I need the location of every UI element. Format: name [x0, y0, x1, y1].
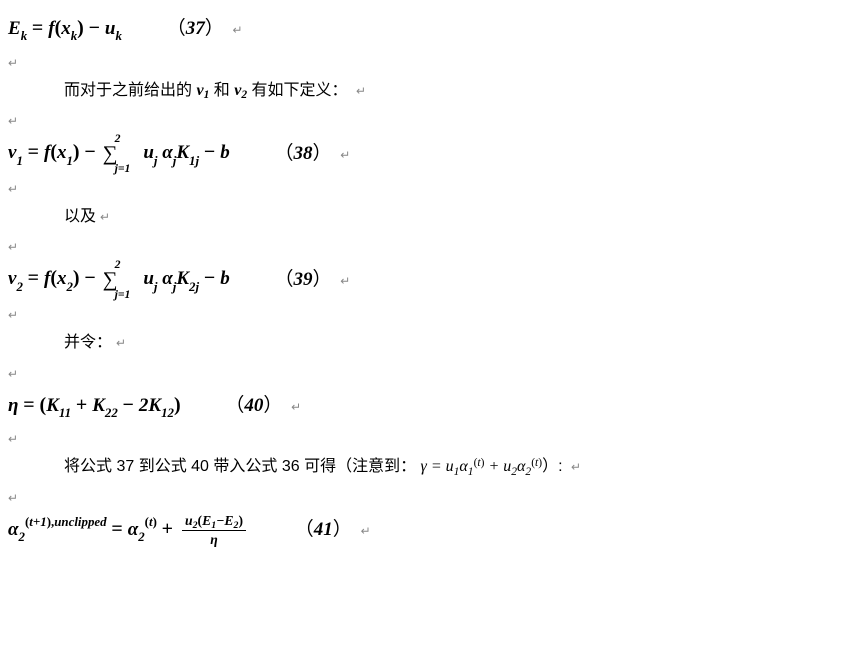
eq41-lhssup: (t+1),unclipped: [25, 514, 107, 529]
return-mark: ↵: [232, 23, 242, 37]
eq41-num: 41: [314, 519, 333, 540]
eq40-lhs: η: [8, 395, 18, 416]
eq40-k11sub: 11: [59, 405, 71, 420]
eq37-num: 37: [186, 18, 205, 39]
eq40-k12sub: 12: [161, 405, 174, 420]
blank-line: [8, 430, 836, 446]
eq39-num: 39: [293, 269, 312, 290]
eq39-u: u: [143, 269, 154, 290]
eq41-rhssub: 2: [138, 529, 144, 544]
eq37-numopen: （: [167, 18, 186, 39]
return-mark: ↵: [100, 210, 110, 224]
text1-v1: v: [196, 82, 203, 99]
eq37-usub: k: [116, 28, 122, 43]
return-mark: ↵: [291, 400, 301, 414]
text1-body: 而对于之前给出的: [64, 82, 196, 99]
eq39-sum: ∑ 2 j=1: [103, 260, 118, 300]
eq37-lhs-sub: k: [21, 28, 27, 43]
eq41-lhs: α: [8, 519, 19, 540]
eq40-k11: K: [46, 395, 59, 416]
eq40-two: 2: [139, 395, 149, 416]
eq39-usub: j: [154, 279, 158, 294]
eq37-numclose: ）: [205, 18, 224, 39]
eq39-K: K: [176, 269, 189, 290]
blank-line: [8, 489, 836, 505]
eq38-num: 38: [293, 143, 312, 164]
eq39-lhssub: 2: [16, 279, 22, 294]
text-line-3: 并令： ↵: [8, 328, 836, 358]
eq38-sumbot: j=1: [115, 158, 131, 180]
eq38-usub: j: [154, 153, 158, 168]
eq39-xsub: 2: [66, 279, 72, 294]
text3-body: 并令：: [64, 334, 112, 351]
text1-tail: 有如下定义：: [247, 82, 347, 99]
return-mark: ↵: [571, 460, 581, 474]
eq39-asub: j: [173, 279, 177, 294]
text4-u1: u: [446, 458, 454, 475]
blank-line: [8, 54, 836, 70]
return-mark: ↵: [116, 336, 126, 350]
eq39-sumbot: j=1: [115, 284, 131, 306]
equation-39: v2 = f(x2) − ∑ 2 j=1 uj αjK2j − b （39） ↵: [8, 260, 836, 300]
eq40-k22: K: [92, 395, 105, 416]
equation-40: η = (K11 + K22 − 2K12) （40） ↵: [8, 387, 836, 425]
equation-37: Ek = f(xk) − uk （37） ↵: [8, 10, 836, 48]
eq38-b: b: [220, 143, 230, 164]
eq41-rhssup: (t): [145, 514, 157, 529]
eq38-sum: ∑ 2 j=1: [103, 134, 118, 174]
eq39-sumtop: 2: [115, 254, 121, 276]
eq41-fraction: u2(E1−E2) η: [182, 513, 246, 547]
text4-u2s: 2: [511, 466, 517, 478]
equation-38: v1 = f(x1) − ∑ 2 j=1 uj αjK1j − b （38） ↵: [8, 134, 836, 174]
eq38-u: u: [143, 143, 154, 164]
eq39-Ksub: 2j: [189, 279, 199, 294]
text1-v2sub: 2: [241, 89, 247, 101]
blank-line: [8, 365, 836, 381]
return-mark: ↵: [356, 84, 366, 98]
eq41-lhssub: 2: [19, 529, 25, 544]
text-line-1: 而对于之前给出的 v1 和 v2 有如下定义： ↵: [8, 76, 836, 106]
eq38-xsub: 1: [66, 153, 72, 168]
blank-line: [8, 306, 836, 322]
eq38-asub: j: [173, 153, 177, 168]
equation-41: α2(t+1),unclipped = α2(t) + u2(E1−E2) η …: [8, 511, 836, 549]
eq38-K: K: [176, 143, 189, 164]
text4-a1: α: [459, 458, 467, 475]
blank-line: [8, 112, 836, 128]
text4-tail: ）:: [542, 458, 562, 475]
text4-u1s: 1: [454, 466, 460, 478]
eq40-num: 40: [244, 395, 263, 416]
eq38-sumtop: 2: [115, 128, 121, 150]
return-mark: ↵: [340, 274, 350, 288]
text-line-4: 将公式 37 到公式 40 带入公式 36 可得（注意到： γ = u1α1(t…: [8, 452, 836, 482]
eq39-a: α: [162, 269, 173, 290]
text1-v1sub: 1: [204, 89, 210, 101]
return-mark: ↵: [340, 148, 350, 162]
return-mark: ↵: [361, 524, 371, 538]
eq40-k12: K: [148, 395, 161, 416]
eq40-k22sub: 22: [105, 405, 118, 420]
eq37-lhs-var: E: [8, 18, 21, 39]
eq39-b: b: [220, 269, 230, 290]
eq37-x: x: [61, 18, 71, 39]
eq38-lhssub: 1: [16, 153, 22, 168]
eq41-rhs-a: α: [128, 519, 139, 540]
eq37-u: u: [105, 18, 116, 39]
eq37-xsub: k: [71, 28, 77, 43]
text2-body: 以及: [64, 208, 96, 225]
text-line-2: 以及 ↵: [8, 202, 836, 232]
blank-line: [8, 238, 836, 254]
blank-line: [8, 180, 836, 196]
eq38-Ksub: 1j: [189, 153, 199, 168]
eq38-a: α: [162, 143, 173, 164]
text4-a: 将公式 37 到公式 40 带入公式 36 可得（注意到：: [64, 458, 421, 475]
text1-mid: 和: [209, 82, 234, 99]
